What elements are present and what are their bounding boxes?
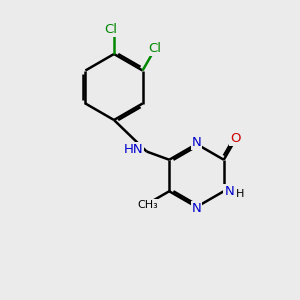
Text: N: N	[192, 136, 201, 149]
Text: HN: HN	[123, 142, 143, 156]
Text: Cl: Cl	[148, 42, 161, 55]
Text: N: N	[192, 202, 201, 215]
Text: Cl: Cl	[104, 23, 117, 36]
Text: H: H	[236, 189, 244, 199]
Text: O: O	[230, 132, 240, 145]
Text: CH₃: CH₃	[138, 200, 159, 210]
Text: N: N	[224, 185, 234, 198]
